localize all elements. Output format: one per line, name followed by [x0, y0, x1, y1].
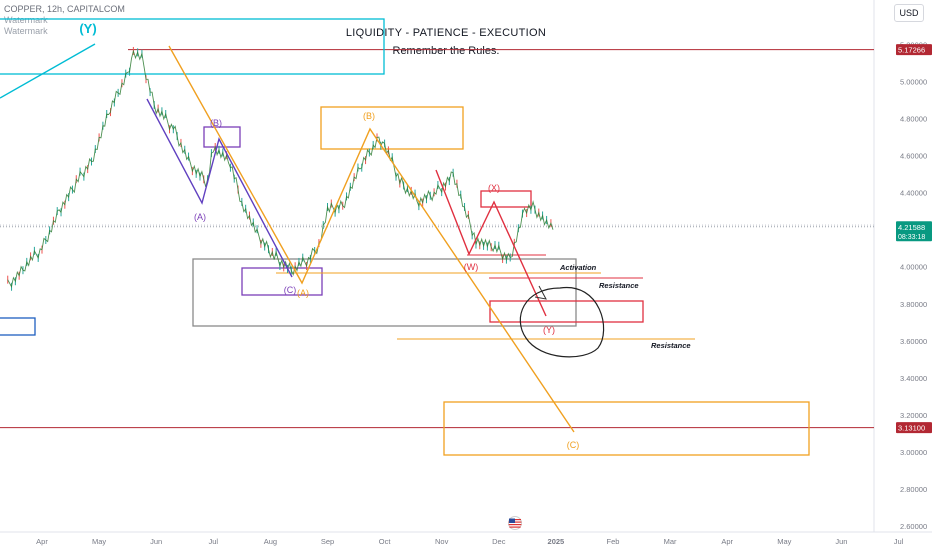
- x-tick-label: Jul: [894, 537, 904, 546]
- wave-label: (C): [284, 285, 297, 295]
- x-tick-label: May: [777, 537, 791, 546]
- x-tick-label: May: [92, 537, 106, 546]
- price-label-bg: [896, 221, 932, 242]
- wave-label: (Y): [543, 325, 555, 335]
- wave-label: (A): [194, 212, 206, 222]
- wave-label: (B): [210, 118, 222, 128]
- purple-wave-line: [146, 98, 293, 278]
- watermark-text: Watermark: [4, 26, 48, 36]
- countdown-label: 08:33:18: [898, 234, 925, 241]
- chart-subtitle: Remember the Rules.: [392, 45, 500, 57]
- red-wave-line: [435, 169, 547, 317]
- price-label: 5.17266: [898, 46, 925, 55]
- x-tick-label: Sep: [321, 537, 334, 546]
- y-tick-label: 4.60000: [900, 152, 927, 161]
- x-tick-label: Jun: [835, 537, 847, 546]
- x-tick-label: Apr: [36, 537, 48, 546]
- y-tick-label: 2.60000: [900, 522, 927, 531]
- orange-c-box: [443, 401, 810, 456]
- y-tick-label: 2.80000: [900, 485, 927, 494]
- price-label: 3.13100: [898, 424, 925, 433]
- price-series-line: [7, 49, 554, 288]
- x-tick-label: Dec: [492, 537, 506, 546]
- us-flag-icon[interactable]: [507, 516, 523, 530]
- x-tick-label: Aug: [264, 537, 277, 546]
- x-tick-label: 2025: [548, 537, 565, 546]
- red-y-box: [489, 300, 644, 323]
- chart-title: LIQUIDITY - PATIENCE - EXECUTION: [345, 27, 547, 39]
- wave-label: (A): [297, 288, 309, 298]
- orange-wave-line: [168, 45, 575, 433]
- watermark-text: Watermark: [4, 15, 48, 25]
- annotation-label: Resistance: [599, 281, 639, 290]
- symbol-label: COPPER, 12h, CAPITALCOM: [4, 4, 125, 14]
- x-tick-label: Feb: [607, 537, 620, 546]
- y-tick-label: 3.40000: [900, 374, 927, 383]
- wave-label: (Y): [79, 21, 96, 36]
- wave-label: (X): [488, 183, 500, 193]
- y-tick-label: 3.00000: [900, 448, 927, 457]
- purple-c-box: [241, 267, 323, 296]
- x-tick-label: Apr: [721, 537, 733, 546]
- price-label-bg: [896, 44, 932, 56]
- x-tick-label: Oct: [379, 537, 392, 546]
- target-circle: [519, 287, 605, 358]
- y-tick-label: 4.40000: [900, 189, 927, 198]
- y-tick-label: 3.80000: [900, 300, 927, 309]
- arrow-head: [534, 285, 547, 300]
- wave-label: (C): [567, 440, 580, 450]
- blue-zone-left: [0, 317, 36, 336]
- purple-b-box: [203, 126, 241, 148]
- red-x-box: [480, 190, 532, 208]
- wave-label: (W): [464, 262, 479, 272]
- orange-b-box: [320, 106, 464, 150]
- y-tick-label: 3.60000: [900, 337, 927, 346]
- x-tick-label: Mar: [664, 537, 677, 546]
- support-range-box: [192, 258, 577, 327]
- x-tick-label: Nov: [435, 537, 449, 546]
- cyan-wave-line: [0, 43, 96, 99]
- x-tick-label: Jun: [150, 537, 162, 546]
- liquidity-zone-top: [0, 18, 385, 75]
- y-tick-label: 4.80000: [900, 115, 927, 124]
- x-tick-label: Jul: [209, 537, 219, 546]
- annotation-label: Activation: [559, 263, 597, 272]
- wave-label: (B): [363, 111, 375, 121]
- y-tick-label: 3.20000: [900, 411, 927, 420]
- y-tick-label: 5.00000: [900, 78, 927, 87]
- price-label: 4.21588: [898, 223, 925, 232]
- annotation-label: Resistance: [651, 341, 691, 350]
- price-label-bg: [896, 422, 932, 434]
- currency-button[interactable]: USD: [894, 4, 924, 22]
- y-tick-label: 4.00000: [900, 263, 927, 272]
